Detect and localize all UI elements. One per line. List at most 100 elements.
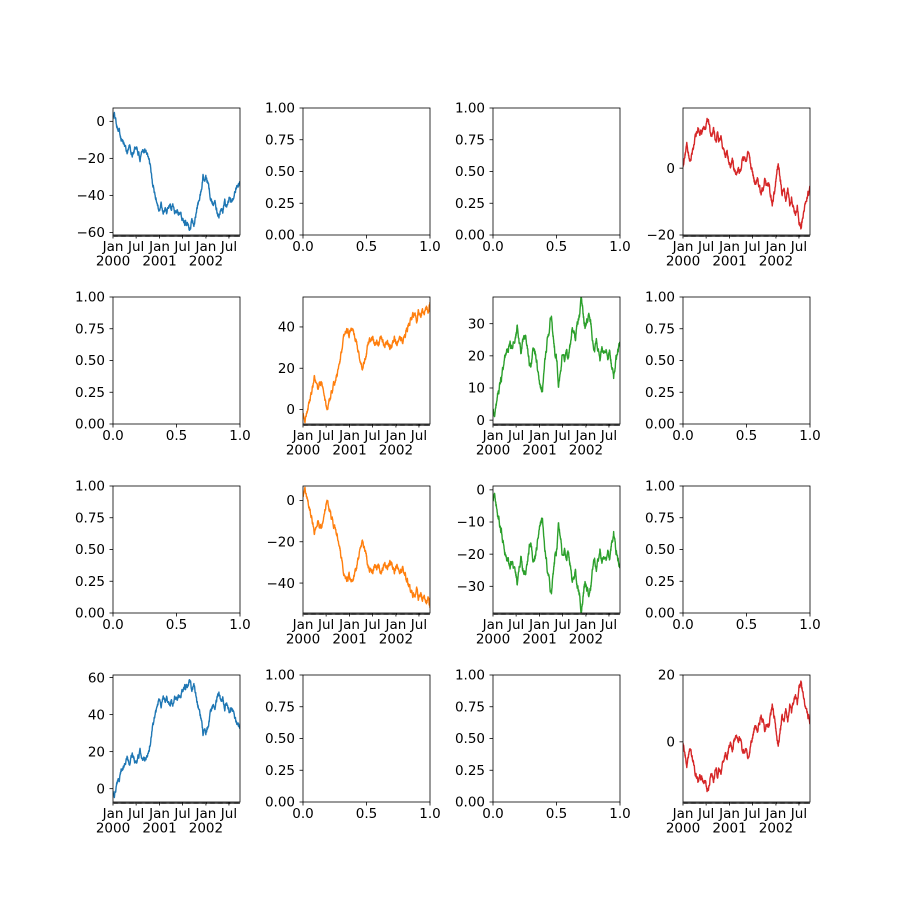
x-tick-label: Jan xyxy=(672,806,694,822)
y-tick-label: 0 xyxy=(666,735,675,751)
y-tick-label: 0.00 xyxy=(265,228,295,244)
x-tick-label: Jan xyxy=(292,428,314,444)
x-tick-label: Jul xyxy=(410,428,427,444)
y-tick-label: 0.25 xyxy=(645,385,675,401)
x-tick-label: Jan xyxy=(482,428,504,444)
y-tick-label: 0.25 xyxy=(265,763,295,779)
y-tick-label: 0 xyxy=(96,781,105,797)
y-tick-label: 1.00 xyxy=(75,479,105,495)
x-tick-label: Jul xyxy=(600,428,617,444)
x-tick-label: 0.0 xyxy=(672,428,693,444)
x-tick-label: Jul xyxy=(363,617,380,633)
x-tick-label: Jul xyxy=(127,239,144,255)
y-tick-label: 20 xyxy=(468,349,485,365)
x-tick-label: Jan xyxy=(718,239,740,255)
x-year-label: 2001 xyxy=(712,254,746,270)
x-tick-label: 0.5 xyxy=(356,239,377,255)
y-ticks: 0.00 0.25 0.50 0.75 1.00 xyxy=(455,668,493,811)
x-tick-label: 0.0 xyxy=(292,239,313,255)
subplot-r4c2: 0.0 0.5 1.0 0.00 0.25 0.50 0.75 1.00 xyxy=(265,668,441,822)
axes-spines xyxy=(682,107,811,236)
axes-spines xyxy=(492,296,621,425)
y-tick-label: 0 xyxy=(96,114,105,130)
y-tick-label: 0.75 xyxy=(265,699,295,715)
subplot-r1c3: 0.0 0.5 1.0 0.00 0.25 0.50 0.75 1.00 xyxy=(455,101,631,255)
x-tick-label: Jul xyxy=(410,617,427,633)
y-ticks: 0 10 20 30 xyxy=(468,316,493,429)
x-tick-label: Jan xyxy=(338,617,360,633)
x-ticks: 0.0 0.5 1.0 xyxy=(292,235,441,255)
axes-spines xyxy=(112,296,241,425)
x-tick-label: Jul xyxy=(173,806,190,822)
x-tick-label: Jan xyxy=(528,617,550,633)
x-year-label: 2000 xyxy=(476,443,510,459)
y-tick-label: 1.00 xyxy=(265,668,295,684)
x-tick-label: Jan xyxy=(718,806,740,822)
x-year-label: 2002 xyxy=(569,443,603,459)
x-year-label: 2001 xyxy=(522,443,556,459)
x-tick-label: Jul xyxy=(220,806,237,822)
x-tick-label: 0.0 xyxy=(102,617,123,633)
y-ticks: 0 −10 −20 −30 xyxy=(457,483,493,595)
x-tick-label: 0.5 xyxy=(166,428,187,444)
x-ticks: 0.0 0.5 1.0 xyxy=(292,802,441,822)
y-tick-label: 1.00 xyxy=(455,668,485,684)
x-tick-label: Jul xyxy=(743,239,760,255)
x-tick-label: Jul xyxy=(173,239,190,255)
x-tick-label: Jul xyxy=(507,428,524,444)
x-year-label: 2002 xyxy=(189,254,223,270)
x-tick-label: Jul xyxy=(553,617,570,633)
series-line-D xyxy=(683,117,810,230)
y-tick-label: 0.25 xyxy=(455,196,485,212)
y-ticks: 0 −20 −40 −60 xyxy=(77,114,113,241)
axes-spines xyxy=(112,674,241,803)
x-tick-label: Jul xyxy=(317,617,334,633)
y-tick-label: 0.50 xyxy=(455,164,485,180)
x-tick-label: Jan xyxy=(102,239,124,255)
y-ticks: 0 −20 −40 xyxy=(267,493,303,592)
x-tick-label: Jan xyxy=(575,617,597,633)
x-tick-label: 0.5 xyxy=(736,617,757,633)
y-ticks: 0.00 0.25 0.50 0.75 1.00 xyxy=(645,479,683,622)
x-tick-label: Jul xyxy=(220,239,237,255)
series-line-D-negated xyxy=(683,680,810,793)
axes-spines xyxy=(682,674,811,803)
x-year-label: 2002 xyxy=(759,254,793,270)
x-tick-label: Jul xyxy=(790,239,807,255)
axes-spines xyxy=(302,674,431,803)
series-line-A xyxy=(113,111,240,232)
x-year-label: 2002 xyxy=(379,443,413,459)
y-ticks: 0.00 0.25 0.50 0.75 1.00 xyxy=(75,479,113,622)
axes-spines xyxy=(112,485,241,614)
x-tick-label: Jan xyxy=(148,239,170,255)
x-tick-label: Jan xyxy=(385,428,407,444)
subplot-r1c2: 0.0 0.5 1.0 0.00 0.25 0.50 0.75 1.00 xyxy=(265,101,441,255)
y-tick-label: 40 xyxy=(88,707,105,723)
x-ticks: 0.0 0.5 1.0 xyxy=(482,235,631,255)
x-tick-label: Jan xyxy=(575,428,597,444)
y-tick-label: 0 xyxy=(476,413,485,429)
x-year-label: 2002 xyxy=(759,821,793,837)
x-tick-label: 0.0 xyxy=(482,239,503,255)
x-tick-label: Jan xyxy=(292,617,314,633)
subplot-r3c1: 0.0 0.5 1.0 0.00 0.25 0.50 0.75 1.00 xyxy=(75,479,251,633)
axes-spines xyxy=(492,107,621,236)
y-tick-label: 0.50 xyxy=(75,353,105,369)
x-year-label: 2000 xyxy=(666,821,700,837)
x-tick-label: 0.0 xyxy=(102,428,123,444)
x-tick-label: 1.0 xyxy=(229,428,250,444)
x-ticks: 0.0 0.5 1.0 xyxy=(482,802,631,822)
x-tick-label: 1.0 xyxy=(799,617,820,633)
x-tick-label: 0.5 xyxy=(736,428,757,444)
x-tick-label: Jan xyxy=(385,617,407,633)
